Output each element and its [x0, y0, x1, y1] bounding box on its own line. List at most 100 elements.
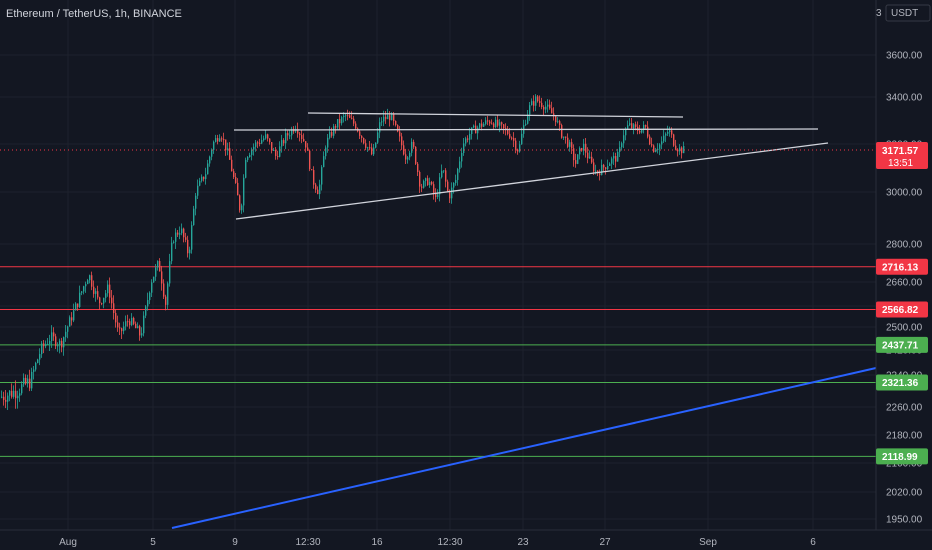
candle-body [119, 327, 121, 329]
candle-body [599, 173, 601, 176]
candle-body [387, 115, 389, 120]
level-badge-2321.36 [876, 374, 928, 391]
candle-body [209, 156, 211, 164]
candle-body [173, 241, 175, 243]
candle-body [77, 303, 79, 307]
upper-resistance-line[interactable] [307, 112, 684, 118]
candle-body [89, 275, 91, 281]
candle-body [569, 142, 571, 147]
candle-body [671, 130, 673, 135]
candle-body [135, 323, 137, 329]
candle-body [145, 306, 147, 316]
candle-body [667, 131, 669, 134]
candle-body [43, 343, 45, 347]
candle-body [291, 129, 293, 136]
time-tick-label: Aug [59, 537, 77, 548]
candle-body [551, 108, 553, 114]
candle-body [527, 114, 529, 124]
candle-body [489, 121, 491, 124]
candle-body [531, 101, 533, 106]
candle-body [45, 344, 47, 347]
candle-body [559, 121, 561, 126]
candle-body [3, 396, 5, 400]
candle-body [617, 151, 619, 162]
candle-body [13, 390, 15, 397]
level-badge-2716.13 [876, 258, 928, 275]
candle-body [169, 261, 171, 284]
candle-body [71, 317, 73, 321]
candle-body [337, 119, 339, 128]
candle-body [111, 297, 113, 304]
candle-body [449, 191, 451, 199]
candle-body [607, 165, 609, 170]
candle-body [283, 140, 285, 144]
candle-body [73, 310, 75, 321]
candle-body [215, 138, 217, 142]
candle-body [567, 137, 569, 147]
long-term-trend-line[interactable] [171, 367, 877, 529]
candle-body [213, 141, 215, 150]
candle-body [495, 119, 497, 128]
candle-body [585, 143, 587, 153]
candle-body [563, 136, 565, 138]
candle-body [137, 326, 139, 329]
candle-body [207, 163, 209, 175]
candle-body [25, 377, 27, 384]
price-tick-label: 3400.00 [886, 93, 923, 104]
time-tick-label: Sep [699, 537, 717, 548]
candle-body [227, 148, 229, 151]
candle-body [97, 291, 99, 298]
candle-body [669, 130, 671, 132]
currency-badge[interactable]: 3 USDT [876, 4, 931, 22]
horizontal-levels[interactable] [0, 266, 876, 457]
candle-body [265, 134, 267, 139]
candle-body [323, 156, 325, 168]
price-tick-label: 2500.00 [886, 323, 923, 334]
candle-body [371, 147, 373, 155]
candle-body [277, 156, 279, 158]
level-badges: 2716.13 2566.82 2437.71 2321.36 2118.99 [876, 258, 928, 465]
candle-body [615, 156, 617, 162]
rising-support-line[interactable] [235, 142, 829, 220]
grid [0, 0, 876, 530]
candle-body [55, 336, 57, 347]
candle-body [609, 163, 611, 166]
candle-body [443, 170, 445, 172]
candle-body [583, 143, 585, 151]
candle-body [477, 127, 479, 134]
candle-body [61, 340, 63, 348]
candle-body [373, 147, 375, 155]
pattern-lines[interactable] [171, 112, 877, 529]
candle-body [305, 141, 307, 148]
candle-body [205, 174, 207, 180]
middle-resistance-line[interactable] [233, 128, 819, 131]
candle-body [633, 124, 635, 129]
candle-body [385, 116, 387, 120]
candle-body [479, 123, 481, 128]
candle-body [611, 158, 613, 164]
candle-body [107, 284, 109, 294]
candle-body [519, 144, 521, 152]
candle-body [315, 184, 317, 190]
candle-body [555, 116, 557, 123]
candle-body [459, 161, 461, 170]
candle-body [657, 148, 659, 150]
candle-body [415, 146, 417, 164]
candle-body [589, 156, 591, 159]
candle-body [473, 125, 475, 128]
candle-body [645, 124, 647, 127]
symbol-title: Ethereum / TetherUS, 1h, BINANCE [6, 8, 182, 20]
time-axis[interactable]: Aug 5 9 12:30 16 12:30 23 27 Sep 6 [0, 529, 932, 548]
candle-body [243, 177, 245, 206]
candle-body [595, 170, 597, 172]
candle-body [483, 123, 485, 127]
candle-body [481, 123, 483, 127]
candle-body [469, 134, 471, 140]
candle-body [437, 194, 439, 198]
level-badge-label: 2118.99 [882, 452, 918, 463]
price-tick-label: 2180.00 [886, 431, 923, 442]
candle-body [31, 371, 33, 389]
candle-body [507, 129, 509, 134]
